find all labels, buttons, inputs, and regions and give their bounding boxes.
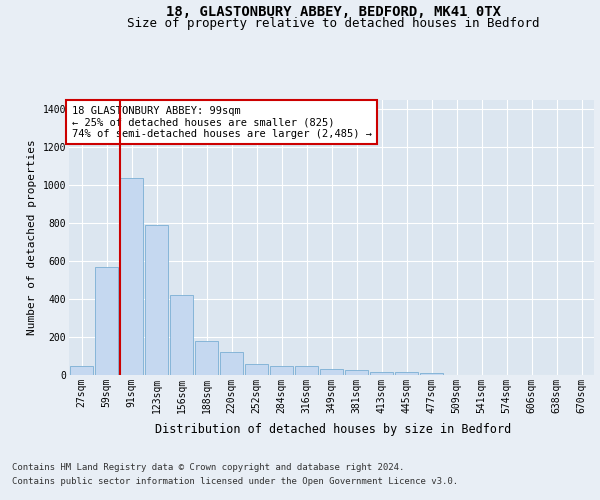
Bar bbox=[245, 364, 268, 375]
Bar bbox=[420, 373, 443, 375]
Bar bbox=[370, 372, 393, 375]
Bar bbox=[120, 178, 143, 375]
Bar bbox=[270, 366, 293, 375]
Text: Distribution of detached houses by size in Bedford: Distribution of detached houses by size … bbox=[155, 422, 511, 436]
Y-axis label: Number of detached properties: Number of detached properties bbox=[27, 140, 37, 336]
Bar bbox=[170, 296, 193, 375]
Bar bbox=[345, 370, 368, 375]
Bar bbox=[95, 267, 118, 375]
Text: 18, GLASTONBURY ABBEY, BEDFORD, MK41 0TX: 18, GLASTONBURY ABBEY, BEDFORD, MK41 0TX bbox=[166, 5, 500, 19]
Bar bbox=[295, 366, 318, 375]
Text: Contains HM Land Registry data © Crown copyright and database right 2024.: Contains HM Land Registry data © Crown c… bbox=[12, 462, 404, 471]
Bar bbox=[395, 372, 418, 375]
Text: Size of property relative to detached houses in Bedford: Size of property relative to detached ho… bbox=[127, 18, 539, 30]
Bar bbox=[145, 225, 168, 375]
Bar bbox=[70, 366, 93, 375]
Text: 18 GLASTONBURY ABBEY: 99sqm
← 25% of detached houses are smaller (825)
74% of se: 18 GLASTONBURY ABBEY: 99sqm ← 25% of det… bbox=[71, 106, 371, 138]
Bar bbox=[195, 341, 218, 375]
Bar bbox=[220, 352, 243, 375]
Bar bbox=[320, 370, 343, 375]
Text: Contains public sector information licensed under the Open Government Licence v3: Contains public sector information licen… bbox=[12, 478, 458, 486]
